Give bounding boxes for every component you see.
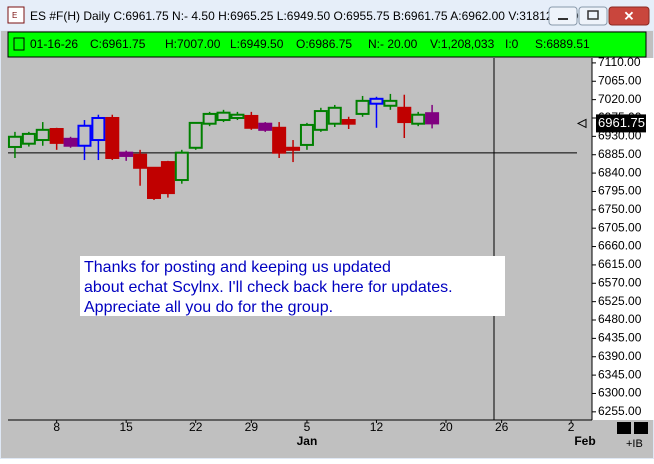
title-bar xyxy=(0,0,654,30)
candle-body xyxy=(188,121,203,149)
candle-body xyxy=(91,116,106,142)
chart-area xyxy=(1,31,653,458)
y-tick-label: 6840.00 xyxy=(598,165,642,179)
x-tick-label: 26 xyxy=(495,420,509,434)
candle-body xyxy=(369,97,384,105)
status-field: I:0 xyxy=(505,37,519,51)
candle-body xyxy=(411,113,426,125)
y-tick-label: 6660.00 xyxy=(598,239,642,253)
x-tick-label: 5 xyxy=(304,420,311,434)
candle-body xyxy=(425,112,440,125)
status-field: V:1,208,033 xyxy=(430,37,495,51)
window-title: ES #F(H) Daily C:6961.75 N:- 4.50 H:6965… xyxy=(30,9,579,23)
x-tick-label: 2 xyxy=(568,420,575,434)
candle-body xyxy=(313,110,328,131)
y-tick-label: 6480.00 xyxy=(598,312,642,326)
candle-body xyxy=(272,126,287,154)
x-tick-label: 29 xyxy=(245,420,259,434)
status-field: N:- 20.00 xyxy=(368,37,418,51)
status-field: H:7007.00 xyxy=(165,37,221,51)
price-pointer xyxy=(576,118,587,129)
status-field: L:6949.50 xyxy=(230,37,284,51)
y-tick-label: 6615.00 xyxy=(598,257,642,271)
status-box xyxy=(13,37,25,51)
y-tick-label: 7110.00 xyxy=(598,55,641,69)
y-tick-label: 6795.00 xyxy=(598,184,642,198)
candle-body xyxy=(202,112,217,125)
app-icon-glyph: E xyxy=(12,11,17,20)
maximize-icon xyxy=(587,10,599,20)
corner-label: +IB xyxy=(626,438,643,450)
candle-body xyxy=(49,128,64,144)
last-price-box xyxy=(596,114,646,133)
status-bar xyxy=(7,31,647,58)
candle-body xyxy=(216,111,231,122)
candle-body xyxy=(230,113,245,119)
candle-body xyxy=(258,122,273,131)
y-tick-label: 6435.00 xyxy=(598,331,642,345)
candle-body xyxy=(105,116,120,159)
y-tick-label: 6525.00 xyxy=(598,294,642,308)
candle-body xyxy=(286,146,301,151)
x-tick-label: 20 xyxy=(439,420,453,434)
candle-body xyxy=(244,114,259,129)
y-tick-label: 6345.00 xyxy=(598,367,642,381)
candle-body xyxy=(299,123,314,146)
candle-body xyxy=(327,106,342,125)
x-tick-label: 15 xyxy=(120,420,134,434)
status-field: C:6961.75 xyxy=(90,37,146,51)
y-tick-label: 6570.00 xyxy=(598,275,642,289)
y-tick-label: 6750.00 xyxy=(598,202,642,216)
x-tick-label: 8 xyxy=(53,420,60,434)
candle-body xyxy=(35,128,50,142)
y-tick-label: 6300.00 xyxy=(598,386,642,400)
y-tick-label: 6705.00 xyxy=(598,220,642,234)
candle-body xyxy=(160,161,175,195)
candle-body xyxy=(133,153,148,169)
candle-body xyxy=(63,137,78,147)
y-tick-label: 7065.00 xyxy=(598,73,642,87)
close-button[interactable] xyxy=(608,6,650,26)
annotation-line: Thanks for posting and keeping us update… xyxy=(84,259,391,276)
candle-body xyxy=(77,124,92,147)
candle-body xyxy=(355,99,370,115)
candle-body xyxy=(147,166,161,199)
close-icon: ✕ xyxy=(624,8,635,23)
maximize-button[interactable] xyxy=(578,6,608,26)
corner-box[interactable] xyxy=(617,422,631,434)
x-tick-label: 12 xyxy=(370,420,384,434)
candle-body xyxy=(397,106,412,124)
last-price-label: 6961.75 xyxy=(598,115,645,130)
status-field: O:6986.75 xyxy=(296,37,352,51)
candle-body xyxy=(383,99,398,107)
annotation-line: about echat Scylnx. I'll check back here… xyxy=(84,279,453,296)
annotation-line: Appreciate all you do for the group. xyxy=(84,299,333,316)
corner-box[interactable] xyxy=(634,422,648,434)
y-tick-label: 6390.00 xyxy=(598,349,642,363)
month-label: Jan xyxy=(297,434,318,448)
candle-body xyxy=(174,151,189,182)
minimize-button[interactable] xyxy=(548,6,578,26)
x-tick-label: 22 xyxy=(189,420,203,434)
month-label: Feb xyxy=(574,434,595,448)
status-field: 01-16-26 xyxy=(30,37,78,51)
annotation-box xyxy=(80,256,505,316)
candle-body xyxy=(119,151,134,157)
y-tick-label: 7020.00 xyxy=(598,92,642,106)
y-tick-label: 6885.00 xyxy=(598,147,642,161)
y-tick-label: 6255.00 xyxy=(598,404,642,418)
candle-body xyxy=(7,135,22,148)
app-icon xyxy=(7,6,25,24)
candle-body xyxy=(21,132,36,145)
candle-body xyxy=(341,119,356,125)
status-field: S:6889.51 xyxy=(535,37,590,51)
